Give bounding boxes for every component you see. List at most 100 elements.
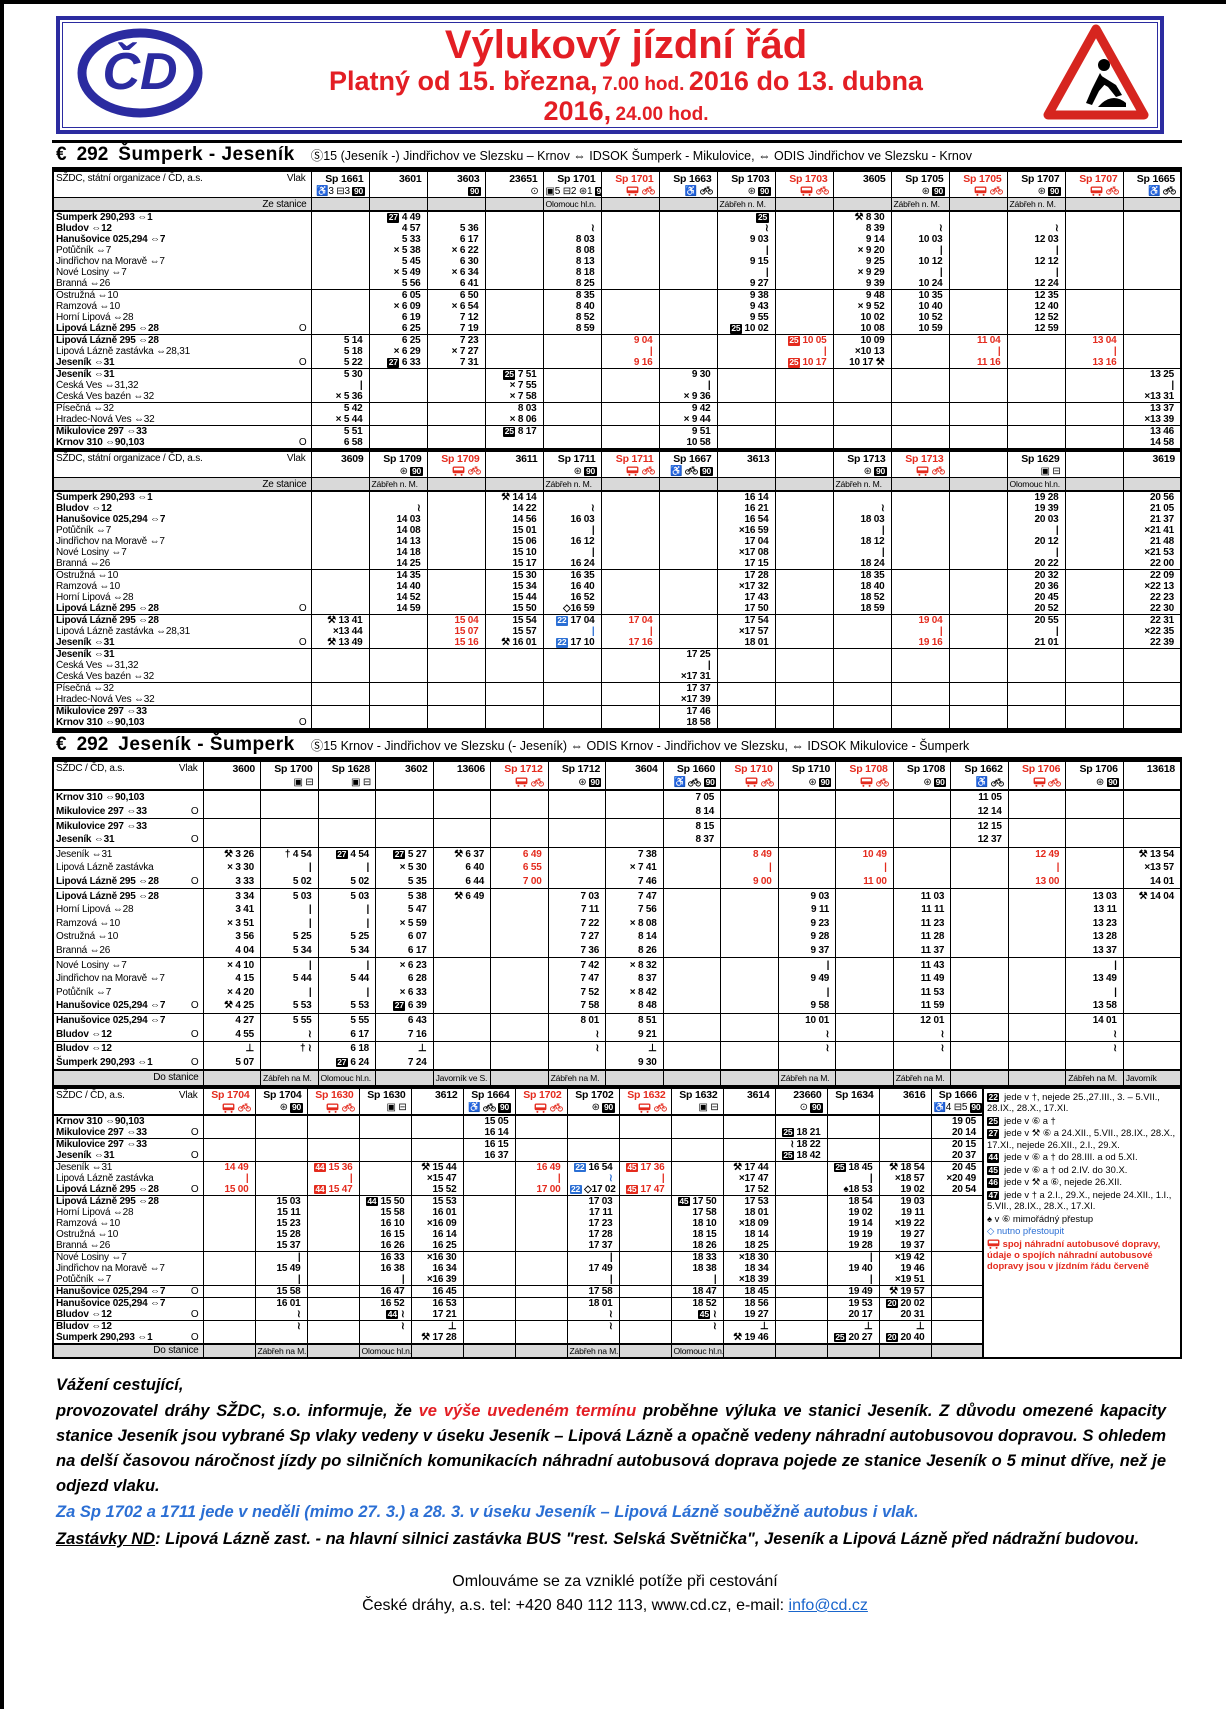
bus-icon	[974, 186, 987, 196]
time-cell	[720, 902, 779, 917]
time-cell	[774, 547, 833, 558]
arrival-marker	[199, 973, 201, 984]
time-cell	[432, 971, 491, 986]
time-cell: 15 28	[254, 1228, 307, 1240]
arrival-marker	[307, 660, 309, 671]
origin-cell	[605, 1069, 664, 1086]
train-icons: ▣ ⊟	[260, 775, 319, 792]
time-cell: 5 42	[310, 402, 369, 414]
time-cell	[202, 818, 261, 833]
time-cell	[890, 346, 949, 357]
time-cell	[832, 705, 891, 717]
station-name: Hradec-Nová Ves ⇔32	[56, 414, 155, 425]
station-cell: Mikulovice 297 ⇔33 O	[53, 805, 203, 819]
legend-item: 45 jede v ⑥ a † od 2.IV. do 30.X.	[987, 1163, 1128, 1176]
time-cell	[484, 334, 543, 346]
train-number: Sp 1708	[835, 761, 894, 776]
train-icons: ♿	[658, 185, 717, 198]
time-cell: 20 54	[930, 1183, 983, 1196]
time-cell	[1006, 660, 1065, 671]
time-cell: 15 04	[426, 614, 485, 626]
station-row: Krnov 310 ⇔90,103 7 05 11 05	[53, 790, 1181, 805]
station-name: Hanušovice 025,294 ⇔7	[56, 1285, 166, 1297]
time-cell	[774, 1262, 827, 1274]
time-cell	[547, 832, 606, 848]
time-cell	[484, 323, 543, 335]
time-cell	[202, 804, 261, 819]
station-name: Horní Lipová ⇔28	[56, 312, 134, 323]
time-cell	[484, 301, 543, 312]
time-cell	[1064, 312, 1123, 323]
time-cell: 12 52	[1006, 312, 1065, 323]
time-cell: 7 19	[426, 323, 485, 335]
station-row: Potůčník ⇔7 | | ×16 39 | | ×18 39 | ×19 51	[53, 1273, 983, 1286]
time-cell	[774, 402, 833, 414]
origin-cell	[202, 1069, 261, 1086]
time-cell	[662, 1055, 721, 1071]
time-cell: 11 23	[892, 916, 951, 931]
time-cell	[317, 790, 376, 805]
time-cell: 18 38	[670, 1262, 723, 1274]
station-name: Jeseník ⇔31	[56, 1161, 113, 1173]
time-cell: 18 24	[832, 558, 891, 570]
time-cell	[202, 832, 261, 848]
time-cell	[950, 846, 1009, 862]
time-cell	[462, 1183, 515, 1196]
time-cell: 15 01	[484, 525, 543, 536]
time-cell: 13 11	[1065, 902, 1124, 917]
time-cell	[426, 525, 485, 536]
time-cell	[890, 592, 949, 603]
time-cell: |	[260, 861, 319, 875]
time-cell	[254, 1137, 307, 1150]
time-cell	[720, 832, 779, 848]
time-cell: ≀	[368, 503, 427, 514]
time-cell: ×22 35	[1122, 626, 1181, 637]
time-cell: 5 45	[368, 256, 427, 267]
station-cell: Mikulovice 297 ⇔33	[53, 818, 203, 833]
time-cell: 12 35	[1006, 289, 1065, 301]
cd-mini-logo-icon: €	[56, 144, 67, 165]
time-cell	[950, 1027, 1009, 1042]
time-cell: ≀	[260, 1027, 319, 1042]
time-cell	[930, 1239, 983, 1252]
time-cell	[890, 402, 949, 414]
time-cell	[890, 425, 949, 437]
time-cell	[1122, 1040, 1181, 1056]
time-cell	[618, 1308, 671, 1321]
station-name: Česká Ves bazén ⇔32	[56, 671, 154, 682]
arrival-marker: O	[298, 437, 307, 448]
time-cell: × 5 36	[310, 391, 369, 403]
time-cell: × 8 32	[605, 957, 664, 972]
time-cell: 16 15	[358, 1228, 411, 1240]
origin-cell	[202, 1342, 255, 1358]
email-link[interactable]: info@cd.cz	[788, 1596, 868, 1614]
time-cell	[950, 916, 1009, 931]
footnote-box: 90	[595, 186, 601, 196]
time-cell: × 7 27	[426, 346, 485, 357]
time-cell: |	[542, 547, 601, 558]
time-cell	[670, 1149, 723, 1162]
time-cell	[514, 1284, 567, 1298]
time-cell: × 3 51	[202, 916, 261, 931]
time-cell: × 6 09	[368, 301, 427, 312]
time-cell: 14 08	[368, 525, 427, 536]
station-cell: Potůčník ⇔7	[53, 245, 311, 256]
time-cell	[774, 1250, 827, 1263]
bicycle-icon	[653, 1103, 667, 1112]
train-number: 3619	[1122, 451, 1181, 465]
arrival-marker	[199, 1139, 201, 1150]
origin-row: Do stanice Zábřeh na M. Olomouc hl.n. Javor…	[53, 1069, 1181, 1086]
time-cell	[832, 402, 891, 414]
time-cell: |	[720, 861, 779, 875]
train-icons	[948, 465, 1007, 478]
time-cell	[600, 425, 659, 437]
origin-row: Ze stanice Zábřeh n. M. Zábřeh n. M. Zábřeh…	[53, 477, 1181, 492]
time-cell	[542, 402, 601, 414]
time-cell: |	[774, 346, 833, 357]
time-cell	[542, 211, 601, 223]
time-cell	[426, 581, 485, 592]
train-number: Sp 1705	[948, 171, 1007, 185]
time-cell	[948, 234, 1007, 245]
arrival-marker	[307, 380, 309, 391]
station-name: Česká Ves ⇔31,32	[56, 380, 139, 391]
